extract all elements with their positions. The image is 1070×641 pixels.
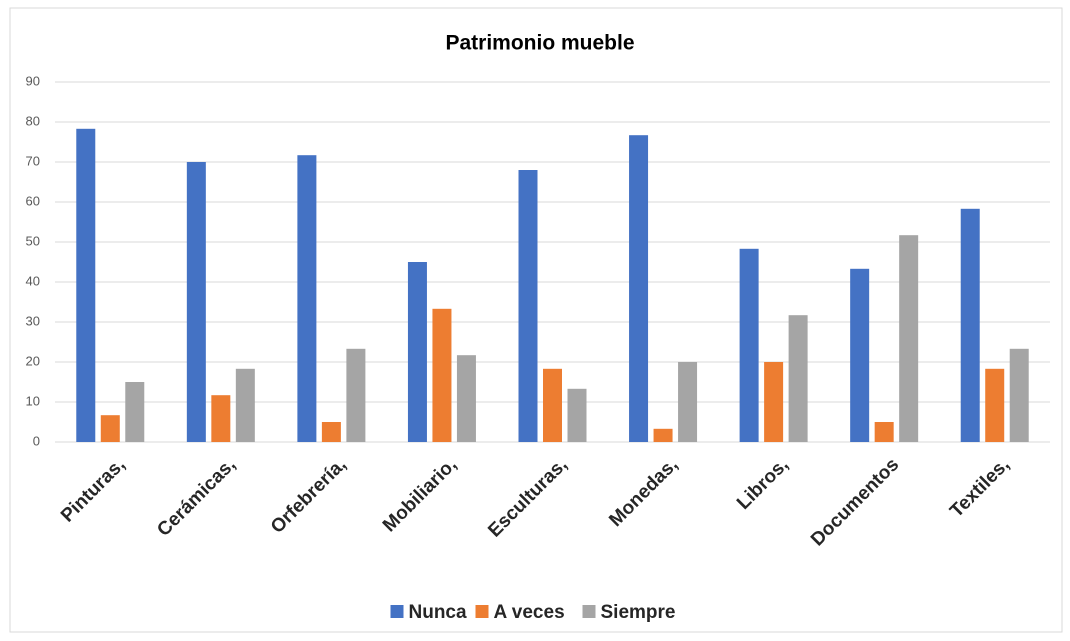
legend-swatch [390,605,404,618]
bar [678,362,698,442]
bar [346,348,366,442]
bar [850,268,870,442]
bar [76,128,96,443]
bar [653,428,673,442]
bar [1009,348,1029,442]
legend-label: Siempre [601,602,676,623]
y-tick-label: 60 [26,193,40,208]
legend-swatch [582,605,596,618]
bar [788,315,808,442]
legend-label: Nunca [409,602,468,623]
bar [874,422,894,442]
y-tick-label: 40 [26,273,40,288]
bar [985,368,1005,442]
bar [297,155,317,442]
bar [100,415,120,442]
y-tick-label: 70 [26,153,40,168]
bar [432,308,452,442]
bar [456,355,476,442]
y-tick-label: 20 [26,353,40,368]
y-tick-label: 10 [26,393,40,408]
bar [629,135,649,442]
bar [211,395,231,442]
bar [739,248,759,442]
legend-swatch [475,605,489,618]
bar [764,362,784,442]
bar [567,388,587,442]
y-tick-label: 50 [26,233,40,248]
bar [407,262,427,442]
y-tick-label: 90 [26,73,40,88]
y-tick-label: 0 [33,433,40,448]
bar [899,235,919,442]
bar [235,368,255,442]
y-tick-label: 80 [26,113,40,128]
y-tick-label: 30 [26,313,40,328]
bar [125,382,145,442]
legend-label: A veces [494,602,565,623]
chart-title: Patrimonio mueble [445,32,634,55]
bar [186,162,206,442]
bar [960,208,980,442]
bar [518,170,538,442]
bar [321,422,341,442]
bar [543,368,562,442]
